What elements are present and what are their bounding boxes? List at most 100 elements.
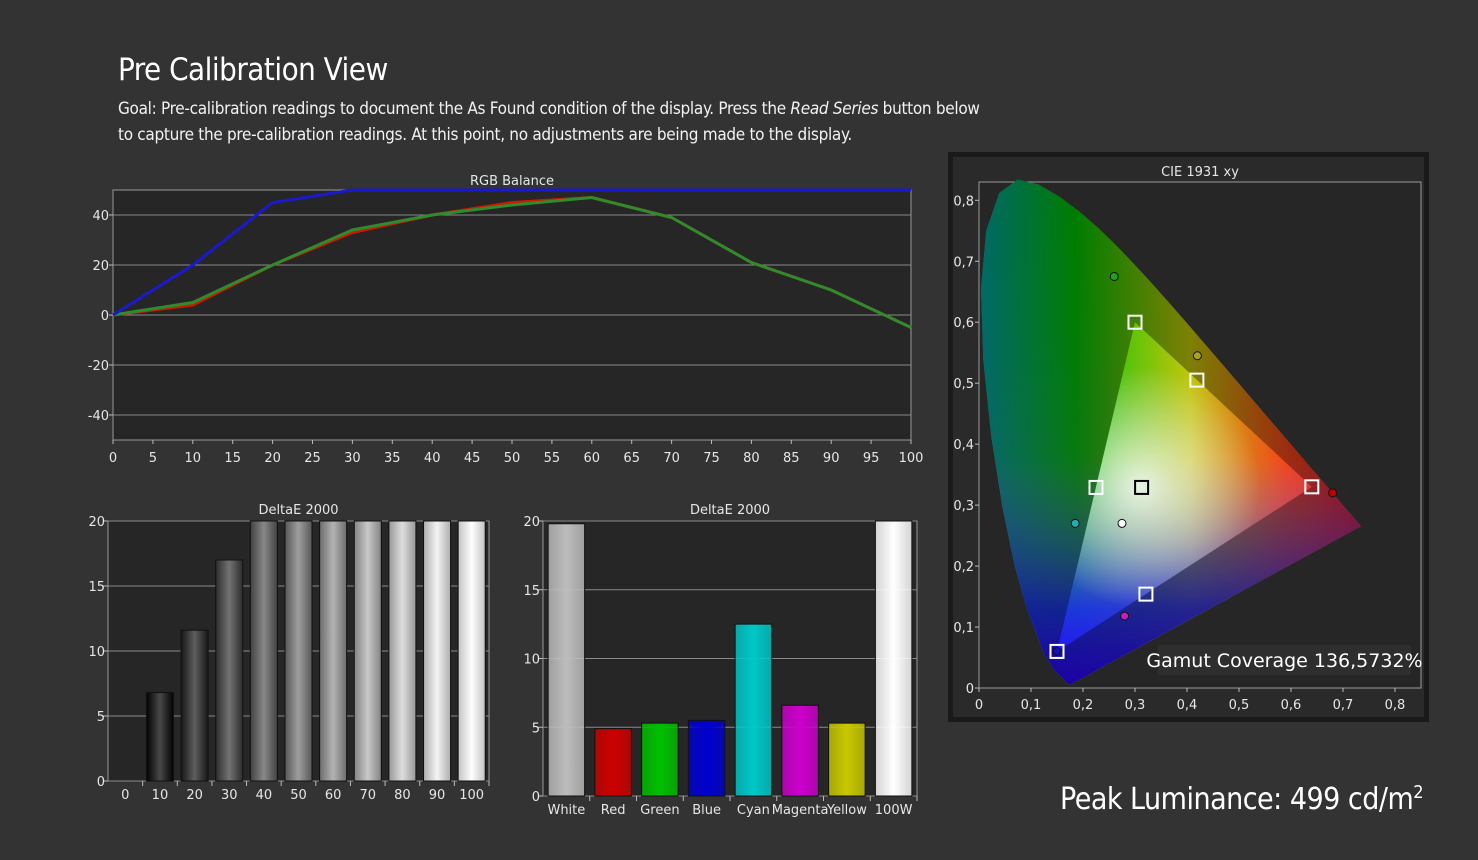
y-tick-label: 0,2	[953, 560, 974, 575]
chart-title: DeltaE 2000	[690, 503, 770, 518]
y-tick-label: 0,5	[953, 377, 974, 392]
plot-area	[542, 520, 918, 797]
x-tick-label: 15	[224, 451, 241, 466]
x-tick-label: 80	[394, 788, 411, 803]
y-tick-label: 10	[523, 653, 540, 668]
series-line-1	[112, 195, 912, 329]
y-tick-label: 0	[101, 309, 109, 324]
read-series-reference: Read Series	[790, 99, 879, 119]
measurement-cyan	[1070, 518, 1080, 528]
x-tick-label: 40	[256, 788, 273, 803]
x-tick-label: 35	[384, 451, 401, 466]
bar-30	[215, 559, 244, 782]
y-tick-label: 0,6	[953, 316, 974, 331]
target-cyan	[1088, 479, 1104, 495]
y-tick-label: 0,8	[953, 194, 974, 209]
y-tick-label: 5	[532, 721, 540, 736]
bar-blue	[687, 719, 726, 797]
measurement-red	[1328, 488, 1338, 498]
x-tick-label: Cyan	[737, 803, 770, 818]
x-tick-label: 0,4	[1177, 698, 1198, 713]
x-tick-label: 50	[290, 788, 307, 803]
x-tick-label: 85	[783, 451, 800, 466]
target-blue	[1049, 643, 1065, 659]
y-tick-label: 15	[88, 580, 105, 595]
y-tick-label: 0,3	[953, 499, 974, 514]
x-tick-label: 25	[304, 451, 321, 466]
bar-green	[641, 722, 679, 797]
target-yellow	[1189, 372, 1205, 388]
x-tick-label: 0,2	[1073, 698, 1094, 713]
series-line-2	[112, 188, 911, 317]
y-tick-label: 15	[523, 584, 540, 599]
y-tick-label: -20	[88, 359, 109, 374]
x-tick-label: Red	[601, 803, 626, 818]
x-tick-label: Yellow	[826, 803, 867, 818]
x-tick-label: 5	[149, 451, 157, 466]
x-tick-label: 80	[743, 451, 760, 466]
plot-area	[107, 520, 490, 782]
x-tick-label: Green	[640, 803, 679, 818]
series-line-0	[112, 195, 912, 329]
spectral-locus-shade	[981, 179, 1362, 685]
y-tick-label: 0,7	[953, 255, 974, 270]
bar-50	[284, 520, 313, 782]
y-tick-label: -40	[88, 409, 109, 424]
x-tick-label: 0,8	[1385, 698, 1406, 713]
x-tick-label: 40	[424, 451, 441, 466]
chart-title: DeltaE 2000	[258, 503, 338, 518]
x-tick-label: 70	[359, 788, 376, 803]
x-tick-label: 0	[121, 788, 129, 803]
bar-40	[249, 520, 278, 782]
x-tick-label: 60	[584, 451, 601, 466]
x-tick-label: 30	[344, 451, 361, 466]
x-tick-label: 65	[623, 451, 640, 466]
x-tick-label: 100	[459, 788, 484, 803]
measurement-magenta	[1120, 611, 1130, 621]
gamut-coverage-label: Gamut Coverage 136,5732%	[1146, 650, 1422, 672]
measurement-green	[1109, 271, 1119, 281]
y-tick-label: 10	[88, 645, 105, 660]
white-point-glow	[1057, 322, 1312, 652]
bar-60	[319, 520, 348, 782]
x-tick-label: 60	[325, 788, 342, 803]
cie-panel	[953, 157, 1424, 717]
plot-area	[978, 181, 1422, 689]
goal-text-start: Goal: Pre-calibration readings to docume…	[118, 99, 791, 119]
x-tick-label: 0,6	[1281, 698, 1302, 713]
x-tick-label: 45	[464, 451, 481, 466]
y-tick-label: 0,4	[953, 438, 974, 453]
x-tick-label: White	[547, 803, 585, 818]
bar-90	[423, 520, 452, 782]
bar-100w	[874, 520, 913, 797]
y-tick-label: 20	[523, 515, 540, 530]
target-white	[1134, 479, 1150, 495]
x-tick-label: 100W	[875, 803, 913, 818]
y-tick-label: 0	[97, 775, 105, 790]
plot-area	[112, 189, 912, 441]
x-tick-label: 50	[504, 451, 521, 466]
bar-70	[353, 520, 382, 782]
x-tick-label: 0,5	[1229, 698, 1250, 713]
bar-80	[388, 520, 417, 782]
target-green	[1127, 314, 1143, 330]
target-red	[1304, 479, 1320, 495]
x-tick-label: 0,7	[1333, 698, 1354, 713]
y-tick-label: 0,1	[953, 621, 974, 636]
measurement-white	[1117, 518, 1127, 528]
y-tick-label: 20	[88, 515, 105, 530]
bar-cyan	[734, 623, 773, 797]
y-tick-label: 40	[92, 209, 109, 224]
y-tick-label: 5	[97, 710, 105, 725]
x-tick-label: 0,3	[1125, 698, 1146, 713]
bar-yellow	[828, 722, 866, 797]
x-tick-label: Blue	[692, 803, 721, 818]
x-tick-label: Magenta	[772, 803, 829, 818]
target-magenta	[1138, 586, 1154, 602]
gamut-coverage-box	[1158, 645, 1411, 675]
bar-red	[594, 728, 632, 797]
page-title: Pre Calibration View	[118, 52, 388, 88]
x-tick-label: 55	[544, 451, 561, 466]
measurement-blue	[1052, 646, 1062, 656]
x-tick-label: 70	[663, 451, 680, 466]
